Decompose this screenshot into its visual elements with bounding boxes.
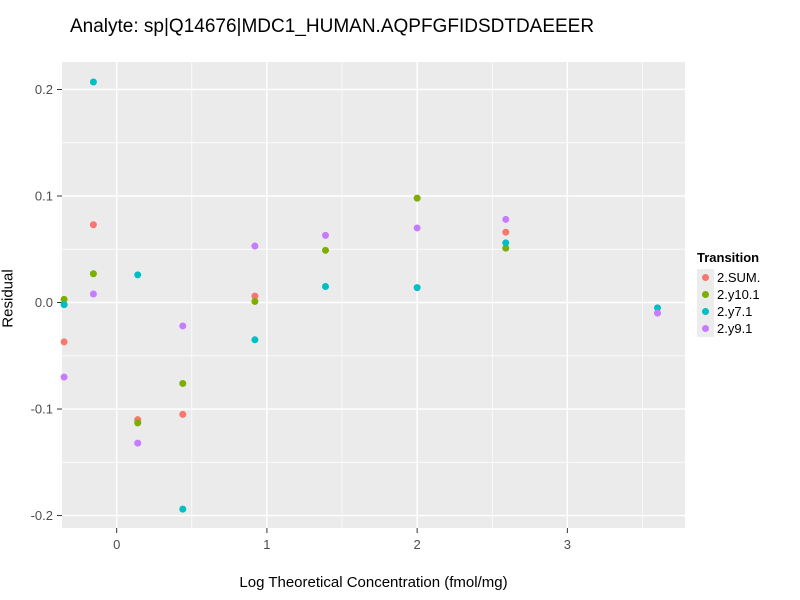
legend-key bbox=[697, 303, 714, 320]
data-point bbox=[179, 379, 187, 387]
data-point bbox=[134, 271, 142, 279]
y-tick-label: -0.1 bbox=[31, 402, 53, 417]
data-point bbox=[654, 309, 662, 317]
data-point bbox=[134, 439, 142, 447]
y-tick-label: -0.2 bbox=[31, 508, 53, 523]
data-point bbox=[89, 290, 97, 298]
legend-item-label: 2.SUM. bbox=[717, 270, 761, 285]
legend-item-label: 2.y9.1 bbox=[717, 321, 753, 336]
legend-items: 2.SUM. 2.y10.1 2.y7.1 2.y9.1 bbox=[697, 269, 760, 337]
x-tick-label: 1 bbox=[263, 537, 270, 552]
data-point bbox=[251, 242, 259, 250]
data-point bbox=[179, 410, 187, 418]
legend: Transition 2.SUM. 2.y10.1 2.y7.1 2.y9.1 bbox=[697, 250, 760, 337]
x-tick-label: 2 bbox=[414, 537, 421, 552]
data-point bbox=[251, 292, 259, 300]
legend-dot-icon bbox=[702, 274, 709, 281]
legend-key bbox=[697, 269, 714, 286]
y-axis-title: Residual bbox=[0, 269, 17, 328]
data-point bbox=[60, 338, 68, 346]
legend-title: Transition bbox=[697, 250, 760, 265]
data-point bbox=[413, 194, 421, 202]
x-tick-label: 0 bbox=[113, 537, 120, 552]
data-point bbox=[502, 215, 510, 223]
data-point bbox=[60, 373, 68, 381]
chart-title: Analyte: sp|Q14676|MDC1_HUMAN.AQPFGFIDSD… bbox=[70, 16, 595, 37]
data-point bbox=[502, 239, 510, 247]
data-point bbox=[89, 78, 97, 86]
data-point bbox=[502, 244, 510, 252]
data-point bbox=[251, 336, 259, 344]
panel-background bbox=[62, 62, 685, 528]
data-point bbox=[413, 224, 421, 232]
legend-item-label: 2.y7.1 bbox=[717, 304, 753, 319]
x-tick-label: 3 bbox=[564, 537, 571, 552]
legend-dot-icon bbox=[702, 291, 709, 298]
legend-item: 2.y10.1 bbox=[697, 286, 760, 303]
y-tick-label: 0.2 bbox=[35, 82, 53, 97]
data-point bbox=[179, 322, 187, 330]
data-point bbox=[60, 301, 68, 309]
data-point bbox=[179, 505, 187, 513]
data-point bbox=[502, 228, 510, 236]
data-point bbox=[413, 284, 421, 292]
legend-key bbox=[697, 286, 714, 303]
legend-dot-icon bbox=[702, 325, 709, 332]
data-point bbox=[89, 221, 97, 229]
legend-item: 2.y9.1 bbox=[697, 320, 760, 337]
data-point bbox=[134, 419, 142, 427]
legend-item: 2.SUM. bbox=[697, 269, 760, 286]
data-point bbox=[322, 231, 330, 239]
data-point bbox=[322, 246, 330, 254]
legend-item: 2.y7.1 bbox=[697, 303, 760, 320]
legend-item-label: 2.y10.1 bbox=[717, 287, 760, 302]
data-point bbox=[251, 297, 259, 305]
y-tick-label: 0.0 bbox=[35, 295, 53, 310]
x-axis-title: Log Theoretical Concentration (fmol/mg) bbox=[239, 574, 508, 591]
data-point bbox=[89, 270, 97, 278]
data-point bbox=[322, 283, 330, 291]
legend-dot-icon bbox=[702, 308, 709, 315]
legend-key bbox=[697, 320, 714, 337]
y-tick-label: 0.1 bbox=[35, 188, 53, 203]
data-point bbox=[654, 304, 662, 312]
data-point bbox=[60, 295, 68, 303]
